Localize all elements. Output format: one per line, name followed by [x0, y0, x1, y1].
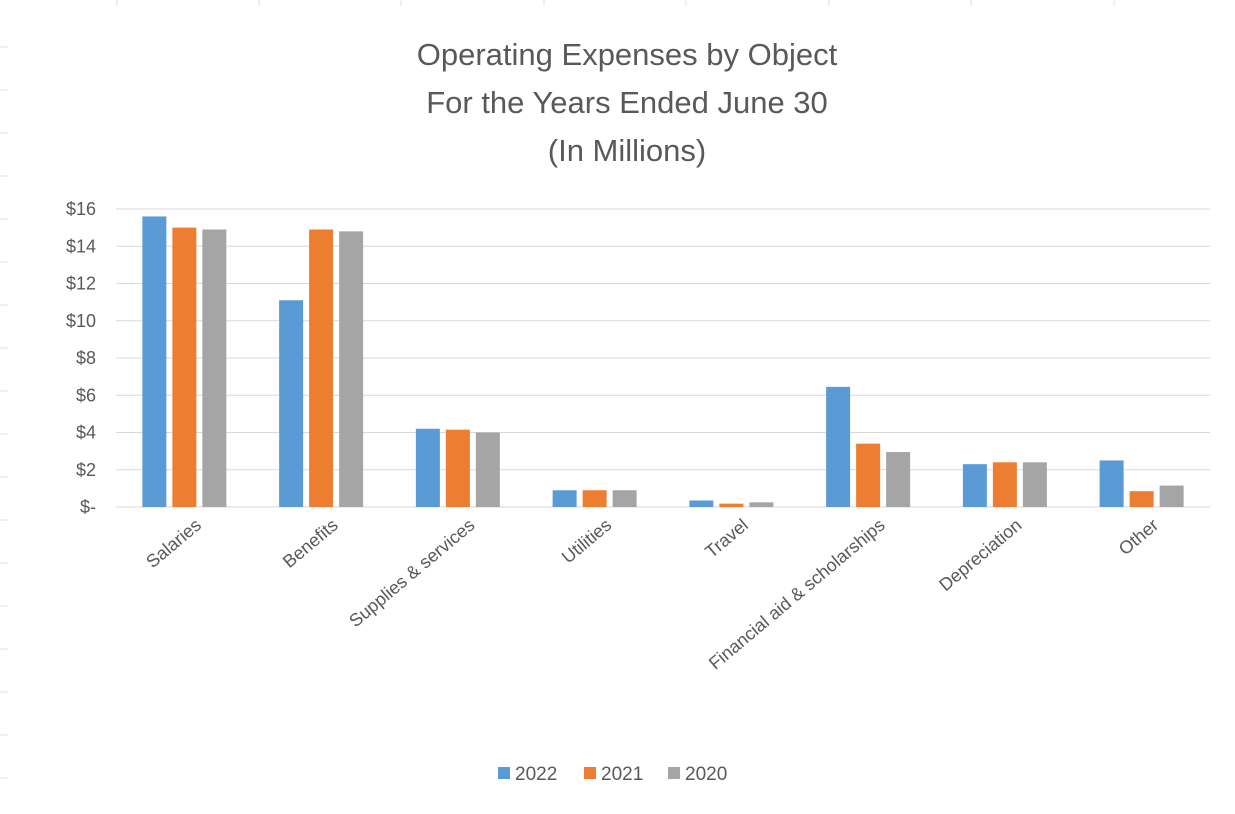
bar-2022-5	[826, 386, 851, 507]
bar-2022-7	[1099, 460, 1124, 507]
y-tick-label: $10	[66, 311, 96, 331]
bar-2021-4	[719, 503, 744, 507]
bar-2021-3	[582, 490, 607, 507]
bar-2021-2	[445, 429, 470, 507]
y-axis-tick-labels: $- $2 $4 $6 $8 $10 $12 $14 $16	[66, 199, 96, 517]
bar-2021-5	[856, 443, 881, 507]
spreadsheet-gridlines	[0, 0, 1115, 779]
legend-label-2022: 2022	[515, 764, 557, 785]
bar-2022-4	[689, 500, 714, 507]
y-tick-label: $-	[80, 497, 96, 517]
x-category-label: Utilities	[558, 515, 615, 568]
legend-label-2021: 2021	[601, 764, 643, 785]
y-tick-label: $14	[66, 236, 96, 256]
bar-2022-2	[415, 428, 440, 507]
bar-2022-3	[552, 490, 577, 507]
y-tick-label: $16	[66, 199, 96, 219]
legend: 2022 2021 2020	[498, 764, 727, 785]
x-category-label: Depreciation	[935, 515, 1025, 595]
bar-2021-6	[992, 462, 1017, 507]
y-tick-label: $6	[76, 385, 96, 405]
x-category-label: Travel	[701, 515, 752, 562]
y-tick-label: $2	[76, 460, 96, 480]
y-tick-label: $8	[76, 348, 96, 368]
bar-2020-0	[202, 229, 227, 508]
legend-swatch-2020	[668, 767, 680, 779]
bar-2020-1	[339, 231, 364, 507]
bar-2020-5	[886, 452, 911, 507]
x-category-label: Other	[1115, 515, 1162, 559]
bar-2022-1	[279, 300, 304, 507]
y-tick-label: $12	[66, 274, 96, 294]
bar-2021-7	[1129, 491, 1154, 507]
chart-title-line-3: (In Millions)	[548, 133, 706, 168]
x-axis-category-labels: Salaries Benefits Supplies & services Utili…	[142, 515, 1162, 674]
bar-2020-3	[612, 490, 637, 507]
legend-label-2020: 2020	[685, 764, 727, 785]
bar-2020-6	[1022, 462, 1047, 507]
x-category-label: Supplies & services	[345, 515, 478, 631]
legend-swatch-2021	[584, 767, 596, 779]
y-tick-label: $4	[76, 423, 96, 443]
bar-2020-7	[1159, 485, 1184, 507]
bars	[142, 216, 1184, 508]
chart-title: Operating Expenses by Object For the Yea…	[417, 37, 838, 168]
bar-2022-6	[962, 464, 987, 507]
x-category-label: Benefits	[279, 515, 342, 572]
bar-2021-1	[309, 229, 334, 508]
bar-2020-2	[475, 432, 500, 507]
legend-swatch-2022	[498, 767, 510, 779]
bar-2022-0	[142, 216, 167, 507]
chart-title-line-2: For the Years Ended June 30	[426, 85, 828, 120]
chart-title-line-1: Operating Expenses by Object	[417, 37, 838, 72]
bar-2020-4	[749, 502, 774, 507]
x-category-label: Salaries	[142, 515, 205, 572]
bar-2021-0	[172, 227, 197, 507]
